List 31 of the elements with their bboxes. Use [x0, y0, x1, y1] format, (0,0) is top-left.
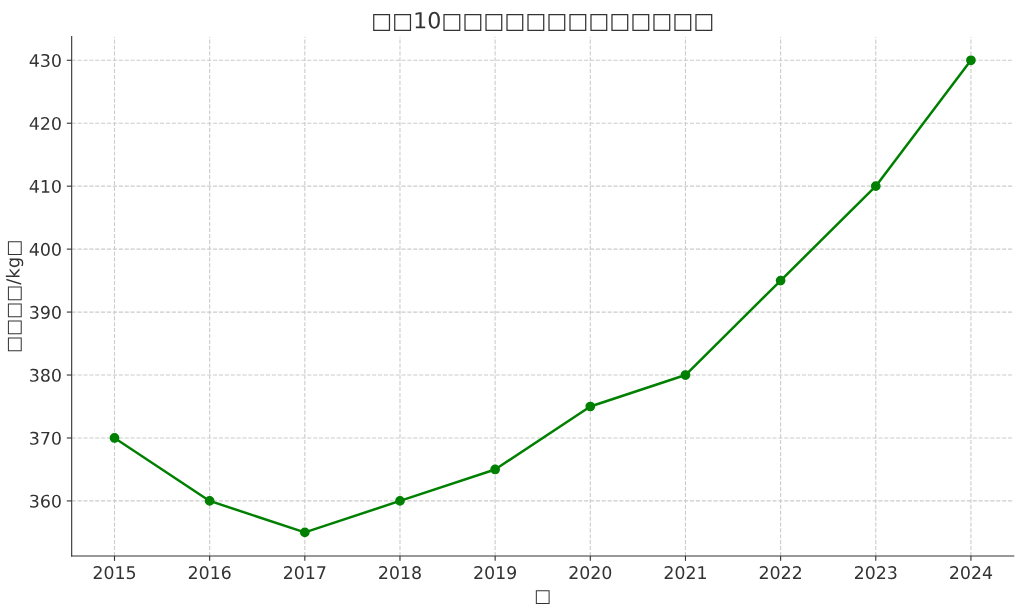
point — [490, 464, 501, 475]
point — [395, 496, 405, 506]
x-tick-label: 2017 — [284, 566, 326, 580]
y-tick-label: 360 — [30, 494, 61, 508]
x-tick-label: 2023 — [854, 566, 897, 580]
x-tick-label: 2015 — [93, 566, 136, 580]
y-tick-label: 380 — [30, 368, 61, 382]
x-tick-label: 2021 — [664, 566, 706, 580]
x-tick-label: 2019 — [474, 566, 517, 580]
x-tick-label: 2024 — [950, 566, 993, 580]
point — [870, 181, 881, 192]
point — [585, 401, 596, 412]
y-tick-label: 400 — [29, 242, 61, 256]
x-axis-title: □ — [535, 590, 550, 605]
x-tick-label: 2020 — [569, 566, 612, 580]
y-tick-label: 370 — [30, 431, 61, 445]
point — [109, 433, 120, 443]
point — [204, 496, 215, 506]
x-tick-label: 2016 — [188, 566, 231, 580]
point — [966, 55, 976, 66]
y-tick-label: 410 — [29, 179, 61, 194]
chart-title: □□10□□□□□□□□□□□□□ — [373, 11, 713, 32]
y-tick-label: 420 — [29, 116, 61, 131]
point — [299, 527, 310, 538]
y-tick-label: 390 — [30, 305, 61, 319]
point — [775, 275, 786, 286]
y-axis-title: □□□□/kg□ — [5, 241, 24, 352]
y-tick-label: 430 — [29, 53, 61, 68]
x-tick-label: 2018 — [379, 566, 421, 580]
point — [680, 370, 691, 380]
x-tick-label: 2022 — [759, 566, 801, 580]
